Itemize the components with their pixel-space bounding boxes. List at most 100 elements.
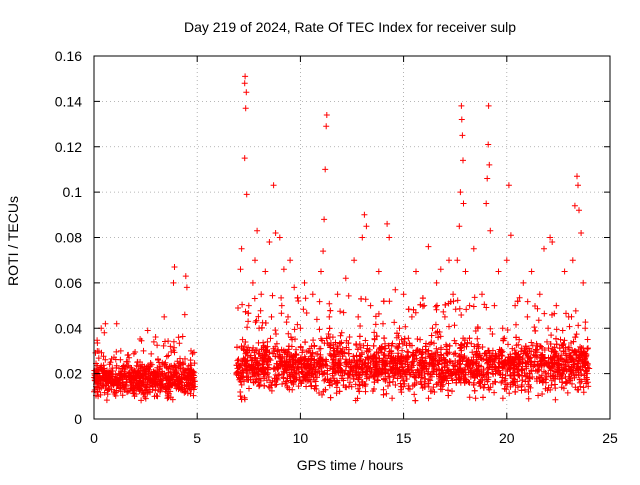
data-point xyxy=(400,291,407,298)
data-point xyxy=(425,243,432,250)
data-point xyxy=(409,358,416,365)
data-point xyxy=(489,361,496,368)
data-point xyxy=(444,367,451,374)
data-point xyxy=(463,378,470,385)
data-point xyxy=(459,132,466,139)
data-point xyxy=(113,320,120,327)
data-point xyxy=(334,362,341,369)
data-point xyxy=(353,341,360,347)
data-point xyxy=(452,306,459,313)
data-point xyxy=(515,341,522,348)
data-point xyxy=(384,220,391,227)
data-point xyxy=(499,353,506,359)
data-point xyxy=(295,364,302,371)
data-point xyxy=(451,322,458,329)
data-point xyxy=(574,386,581,393)
data-point xyxy=(571,202,578,209)
data-point xyxy=(297,343,304,350)
data-point xyxy=(432,303,439,310)
data-point xyxy=(372,321,379,328)
data-point xyxy=(518,367,525,374)
data-point xyxy=(273,360,280,367)
data-point xyxy=(544,338,550,345)
data-point xyxy=(313,374,320,381)
data-point xyxy=(394,330,400,337)
data-point xyxy=(256,381,263,388)
data-point xyxy=(257,307,264,314)
data-point xyxy=(421,371,428,377)
data-point xyxy=(295,298,302,304)
data-point xyxy=(470,381,477,388)
data-point xyxy=(274,365,281,372)
data-point xyxy=(128,375,135,382)
data-point xyxy=(350,353,357,360)
data-point xyxy=(98,362,105,369)
data-point xyxy=(299,349,306,356)
data-point xyxy=(309,349,316,356)
data-point xyxy=(544,387,551,394)
data-point xyxy=(376,355,383,362)
data-point xyxy=(377,346,384,353)
data-point xyxy=(136,386,143,393)
data-point xyxy=(109,377,116,384)
data-point xyxy=(559,361,565,368)
data-point xyxy=(413,355,420,362)
data-point xyxy=(241,155,248,162)
data-point xyxy=(504,327,511,333)
y-tick-label: 0.02 xyxy=(55,366,82,382)
data-point xyxy=(396,366,403,373)
data-point xyxy=(185,372,192,379)
data-point xyxy=(95,355,102,362)
data-point xyxy=(501,385,508,392)
data-point xyxy=(526,375,533,382)
data-point xyxy=(241,80,248,87)
data-point xyxy=(362,337,369,344)
data-point xyxy=(500,337,507,344)
data-point xyxy=(326,325,333,332)
data-point xyxy=(577,352,583,359)
data-point xyxy=(551,381,558,388)
data-point xyxy=(545,325,552,332)
data-point xyxy=(581,360,588,366)
data-point xyxy=(539,391,546,397)
data-point xyxy=(418,362,425,369)
data-point xyxy=(525,381,532,388)
data-point xyxy=(422,355,429,362)
data-point xyxy=(362,356,369,363)
data-point xyxy=(536,291,543,298)
data-point xyxy=(523,363,530,370)
data-point xyxy=(398,383,405,390)
data-point xyxy=(526,345,532,352)
data-point xyxy=(499,364,506,371)
data-point xyxy=(489,370,496,377)
data-point xyxy=(234,344,240,351)
data-point xyxy=(570,367,577,373)
data-point xyxy=(239,301,246,308)
data-point xyxy=(245,318,252,325)
data-point xyxy=(247,352,254,359)
data-point xyxy=(264,338,271,345)
data-point xyxy=(130,350,137,357)
data-point xyxy=(450,366,457,373)
data-point xyxy=(152,380,159,387)
data-point xyxy=(375,268,382,275)
data-point xyxy=(256,383,263,390)
data-point xyxy=(140,378,147,385)
data-point xyxy=(175,375,182,381)
data-point xyxy=(242,105,249,112)
data-point xyxy=(179,379,186,386)
data-point xyxy=(133,362,140,369)
data-point xyxy=(582,364,589,371)
data-point xyxy=(427,371,434,378)
data-point xyxy=(569,257,576,264)
data-point xyxy=(472,351,479,358)
data-point xyxy=(184,369,191,376)
data-point xyxy=(316,345,323,352)
data-point xyxy=(571,374,578,381)
data-point xyxy=(582,319,589,326)
data-point xyxy=(548,332,555,339)
data-point xyxy=(139,367,146,374)
data-point xyxy=(339,353,346,360)
data-point xyxy=(238,245,245,252)
data-point xyxy=(418,381,425,388)
